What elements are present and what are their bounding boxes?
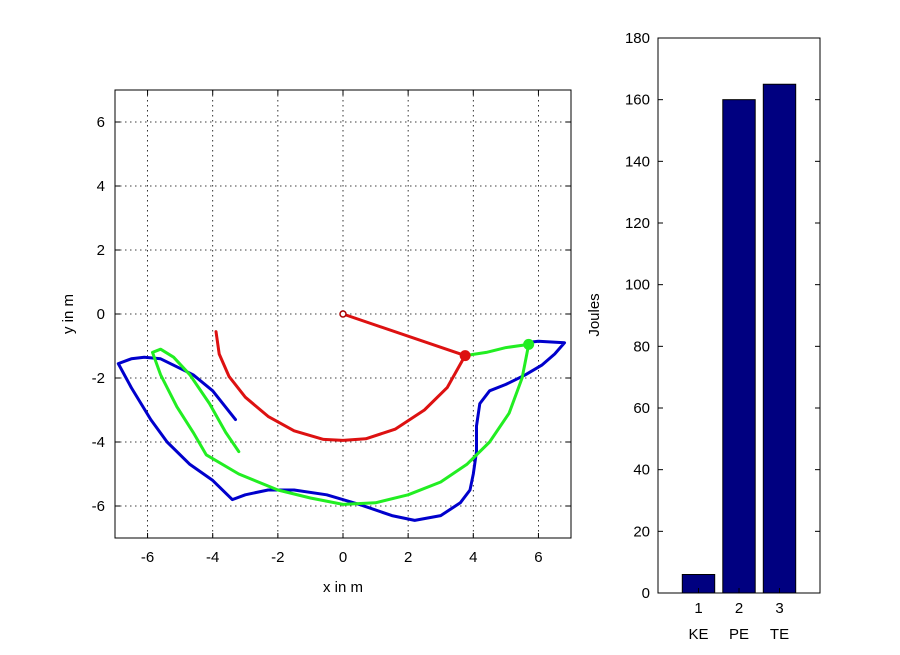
bar-x-tick-label: 3 (775, 600, 783, 617)
bar-y-tick-label: 180 (625, 30, 650, 47)
x-tick-label: 4 (469, 549, 477, 566)
energy-y-axis-label: Joules (586, 293, 603, 336)
trajectory-markers (339, 310, 535, 362)
x-tick-label: -4 (206, 549, 219, 566)
bar-category-label: PE (729, 626, 749, 643)
y-tick-label: 0 (97, 306, 105, 323)
bar-y-tick-label: 40 (633, 462, 650, 479)
bar-y-tick-label: 80 (633, 338, 650, 355)
bar-x-tick-label: 1 (694, 600, 702, 617)
bar-y-tick-label: 0 (642, 585, 650, 602)
energy-y-ticks: 0 20 40 60 80 100 120 140 160 180 (625, 30, 820, 602)
energy-bar-chart: 0 20 40 60 80 100 120 140 160 180 1 KE 2 PE 3 TE Joule… (586, 30, 821, 643)
energy-x-ticks: 1 KE 2 PE 3 TE (688, 588, 789, 643)
y-tick-label: -2 (92, 370, 105, 387)
trajectory-series-0 (116, 339, 566, 522)
bar-x-tick-label: 2 (735, 600, 743, 617)
bar-y-tick-label: 100 (625, 277, 650, 294)
trajectory-series (116, 312, 566, 522)
bar-y-tick-label: 160 (625, 92, 650, 109)
bar-te (762, 83, 797, 594)
trajectory-series-2 (214, 330, 467, 442)
pivot-marker (339, 310, 347, 318)
bar-y-tick-label: 120 (625, 215, 650, 232)
trajectory-x-ticks: -6 -4 -2 0 2 4 6 (141, 90, 543, 566)
y-tick-label: 4 (97, 178, 105, 195)
y-tick-label: -4 (92, 434, 105, 451)
trajectory-series-3 (341, 312, 467, 358)
x-tick-label: -2 (271, 549, 284, 566)
y-tick-label: 2 (97, 242, 105, 259)
bar-category-label: TE (770, 626, 789, 643)
trajectory-series-1 (151, 342, 531, 506)
x-tick-label: -6 (141, 549, 154, 566)
x-tick-label: 0 (339, 549, 347, 566)
mass-marker (459, 350, 471, 362)
trajectory-y-ticks: -6 -4 -2 0 2 4 6 (92, 114, 571, 515)
trajectory-plot: -6 -4 -2 0 2 4 6 -6 -4 -2 0 2 4 6 x in m y in m (60, 89, 572, 596)
bar-category-label: KE (688, 626, 708, 643)
bar-pe (722, 99, 756, 594)
x-tick-label: 2 (404, 549, 412, 566)
y-tick-label: 6 (97, 114, 105, 131)
x-tick-label: 6 (534, 549, 542, 566)
trajectory-x-axis-label: x in m (323, 579, 363, 596)
bar-y-tick-label: 20 (633, 523, 650, 540)
energy-bars (681, 83, 797, 594)
bar-y-tick-label: 140 (625, 153, 650, 170)
mass-marker (523, 338, 535, 350)
trajectory-y-axis-label: y in m (60, 294, 77, 334)
bar-y-tick-label: 60 (633, 400, 650, 417)
y-tick-label: -6 (92, 498, 105, 515)
